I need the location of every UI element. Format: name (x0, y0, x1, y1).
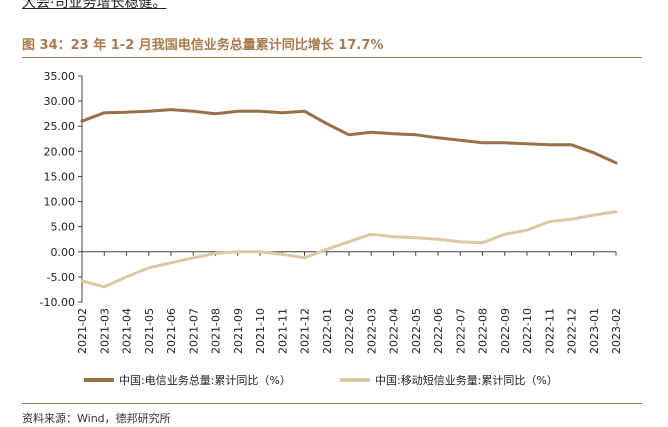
x-tick-label: 2021-12 (299, 308, 312, 354)
y-tick-label: 5.00 (51, 221, 76, 234)
x-tick-label: 2021-06 (165, 308, 178, 354)
x-tick-label: 2022-11 (543, 308, 556, 354)
x-tick-label: 2021-09 (232, 308, 245, 354)
series-line-telecom-volume (80, 108, 618, 165)
x-tick-label: 2022-01 (321, 308, 334, 354)
y-axis-ticks: 35.00 30.00 25.00 20.00 15.00 10.00 5.00 0.00 -5… (40, 70, 82, 309)
x-tick-label: 2022-10 (521, 308, 534, 354)
x-tick-label: 2021-08 (210, 308, 223, 354)
x-tick-label: 2023-01 (588, 308, 601, 354)
y-tick-label: 30.00 (44, 95, 76, 108)
preceding-text-fragment: 大会·司业务增长稳健。 (22, 0, 167, 11)
x-tick-label: 2022-07 (454, 308, 467, 354)
x-tick-label: 2021-07 (187, 308, 200, 354)
source-note: 资料来源：Wind，德邦研究所 (22, 412, 171, 425)
y-tick-label: 25.00 (44, 120, 76, 133)
chart-legend: 中国:电信业务总量:累计同比（%） 中国:移动短信业务量:累计同比（%） (84, 373, 558, 387)
legend-label: 中国:电信业务总量:累计同比（%） (119, 373, 291, 387)
x-tick-label: 2022-12 (566, 308, 579, 354)
legend-label: 中国:移动短信业务量:累计同比（%） (375, 373, 558, 387)
title-divider (22, 57, 642, 58)
x-tick-label: 2021-11 (276, 308, 289, 354)
x-tick-label: 2022-04 (388, 308, 401, 354)
y-tick-label: 35.00 (44, 70, 76, 83)
x-tick-label: 2022-06 (432, 308, 445, 354)
x-tick-label: 2022-09 (499, 308, 512, 354)
y-tick-label: 10.00 (44, 196, 76, 209)
y-tick-label: 15.00 (44, 170, 76, 183)
x-tick-label: 2021-03 (98, 308, 111, 354)
series-line-sms-volume (80, 210, 618, 289)
source-divider (22, 403, 642, 404)
chart-series (80, 108, 618, 289)
x-tick-label: 2021-10 (254, 308, 267, 354)
x-tick-label: 2021-05 (143, 308, 156, 354)
x-axis-ticks: 2021-02 2021-03 2021-04 2021-05 2021-06 2021-… (76, 251, 623, 354)
x-tick-label: 2023-02 (610, 308, 623, 354)
y-tick-label: -5.00 (47, 271, 75, 284)
x-tick-label: 2022-03 (365, 308, 378, 354)
x-tick-label: 2021-04 (121, 308, 134, 354)
x-tick-label: 2022-05 (410, 308, 423, 354)
x-tick-label: 2022-02 (343, 308, 356, 354)
y-tick-label: 20.00 (44, 145, 76, 158)
figure-title: 图 34：23 年 1-2 月我国电信业务总量累计同比增长 17.7% (22, 38, 384, 53)
y-tick-label: -10.00 (40, 296, 75, 309)
x-tick-label: 2021-02 (76, 308, 89, 354)
line-chart: 35.00 30.00 25.00 20.00 15.00 10.00 5.00 0.00 -5… (40, 70, 623, 387)
y-tick-label: 0.00 (51, 246, 76, 259)
x-tick-label: 2022-08 (477, 308, 490, 354)
